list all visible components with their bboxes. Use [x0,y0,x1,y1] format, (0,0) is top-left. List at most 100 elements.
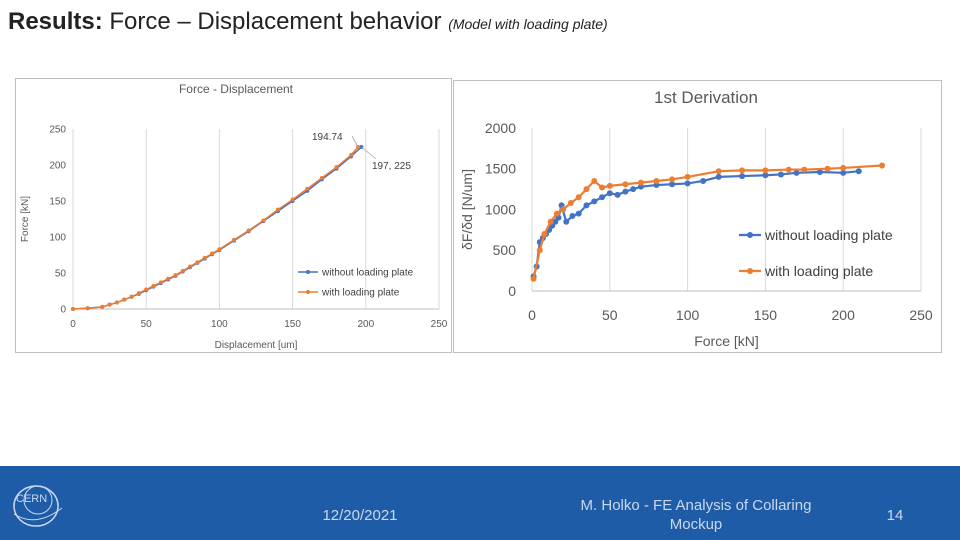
deriv-data-point [547,218,554,225]
deriv-data-point [684,180,691,187]
deriv-legend-marker [747,232,753,238]
fd-data-point [334,165,339,170]
slide-title: Results: Force – Displacement behavior (… [8,8,608,36]
fd-data-point [136,291,141,296]
fd-data-point [275,207,280,212]
footer-date: 12/20/2021 [322,507,398,524]
first-derivation-svg: 1st Derivation 0 50 100 150 200 250 0 500 1000 150… [459,88,933,349]
deriv-data-point [739,173,746,180]
deriv-x-tick-label: 0 [528,307,536,323]
deriv-data-point [622,188,629,195]
fd-data-point [290,197,295,202]
deriv-data-point [653,177,660,184]
deriv-x-axis-label: Force [kN] [694,333,759,349]
fd-data-point [144,287,149,292]
slide-title-main: Force – Displacement behavior [102,8,449,35]
fd-y-tick-label: 0 [60,305,66,316]
fd-data-point [122,297,127,302]
deriv-y-tick-label: 0 [508,283,516,299]
fd-data-point [166,276,171,281]
deriv-data-point [793,169,800,176]
deriv-data-point [715,168,722,175]
fd-data-point [129,294,134,299]
deriv-data-point [801,166,808,173]
fd-x-tick-label: 200 [357,319,374,330]
deriv-data-point [567,199,574,206]
deriv-data-point [563,218,570,225]
cern-logo: CERN [8,478,70,539]
deriv-x-tick-label: 100 [676,307,700,323]
fd-y-axis-label: Force [kN] [20,196,31,242]
deriv-data-point [575,210,582,217]
deriv-data-point [715,173,722,180]
fd-data-point [319,175,324,180]
fd-y-tick-label: 100 [49,233,66,244]
deriv-series-line [532,170,859,277]
deriv-data-point [684,173,691,180]
deriv-x-tick-label: 150 [754,307,778,323]
force-displacement-svg: Force - Displacement 0 50 100 150 200 250 0 50 10… [20,82,448,351]
fd-data-point [180,268,185,273]
fd-data-point [195,260,200,265]
deriv-data-point [530,275,537,282]
deriv-title: 1st Derivation [654,88,758,107]
fd-y-tick-label: 150 [49,197,66,208]
deriv-y-tick-label: 1000 [485,201,516,217]
deriv-data-point [816,169,823,176]
fd-y-tick-label: 50 [55,269,67,280]
deriv-y-tick-label: 2000 [485,120,516,136]
force-displacement-chart: Force - Displacement 0 50 100 150 200 250 0 50 10… [15,78,452,353]
fd-data-point [151,283,156,288]
fd-series-line [72,146,359,310]
deriv-legend-marker [747,268,753,274]
first-derivation-chart: 1st Derivation 0 50 100 150 200 250 0 500 1000 150… [453,80,942,353]
deriv-data-point [777,171,784,178]
fd-data-point [246,228,251,233]
deriv-data-point [669,176,676,183]
fd-data-point [217,247,222,252]
deriv-legend-label: without loading plate [764,227,893,243]
deriv-data-point [599,194,606,201]
fd-legend-label: without loading plate [321,268,414,279]
deriv-y-tick-label: 1500 [485,161,516,177]
fd-data-point [114,300,119,305]
fd-data-point [232,237,237,242]
deriv-data-point [840,169,847,176]
deriv-x-tick-label: 250 [909,307,933,323]
fd-legend-marker [306,290,310,294]
fd-y-tick-label: 200 [49,161,66,172]
fd-data-point [261,218,266,223]
fd-data-point [188,264,193,269]
fd-x-tick-label: 150 [284,319,301,330]
deriv-data-point [637,179,644,186]
deriv-data-point [591,198,598,205]
deriv-data-point [762,172,769,179]
deriv-data-point [575,194,582,201]
fd-data-point [210,251,215,256]
fd-data-point [85,306,90,311]
fd-annotation-label: 194.74 [312,132,343,143]
fd-title: Force - Displacement [179,82,294,96]
deriv-data-point [606,190,613,197]
fd-series-line [72,146,362,310]
deriv-data-point [762,167,769,174]
deriv-data-point [599,184,606,191]
fd-data-point [202,255,207,260]
deriv-data-point [739,167,746,174]
slide-title-bold: Results: [8,8,103,35]
deriv-data-point [785,166,792,173]
fd-x-tick-label: 100 [211,319,228,330]
fd-data-point [173,273,178,278]
deriv-data-point [583,186,590,193]
deriv-legend-label: with loading plate [764,263,873,279]
fd-x-tick-label: 0 [70,319,76,330]
fd-data-point [71,307,75,311]
deriv-data-point [855,168,862,175]
deriv-data-point [541,230,548,237]
fd-data-point [100,304,105,309]
footer-author: M. Holko - FE Analysis of Collaring Mock… [580,497,812,533]
deriv-data-point [591,177,598,184]
deriv-x-tick-label: 200 [832,307,856,323]
fd-legend-label: with loading plate [321,288,400,299]
deriv-data-point [630,186,637,193]
